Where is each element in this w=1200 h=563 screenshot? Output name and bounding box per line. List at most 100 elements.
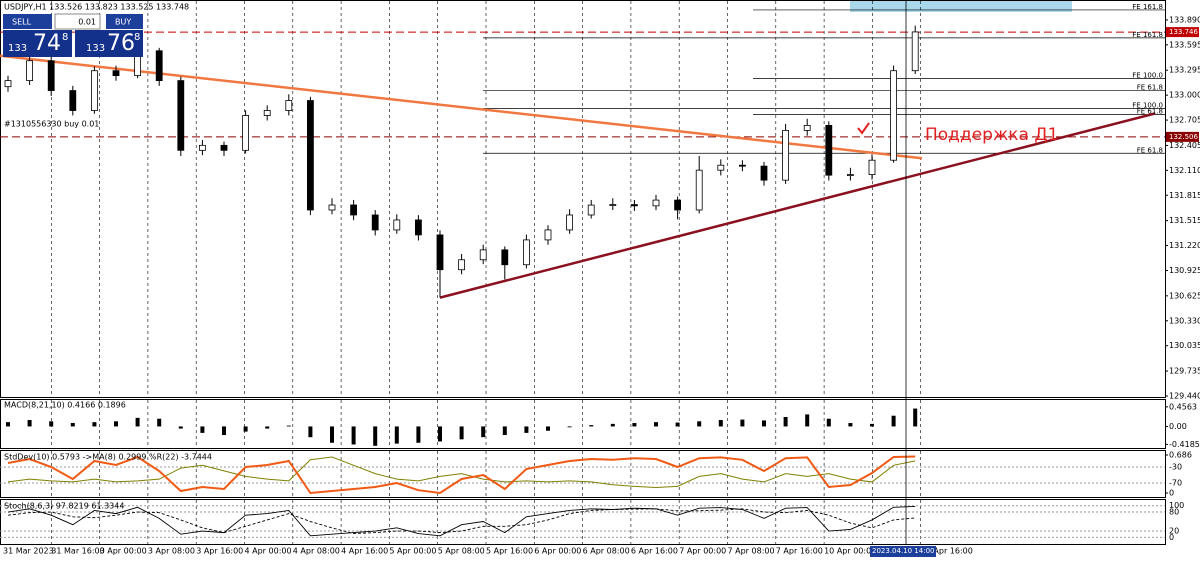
x-tick-label: 31 Mar 2023: [3, 547, 54, 556]
macd-bar: [308, 426, 313, 438]
y-tick-label: 129.440: [1169, 391, 1200, 400]
macd-bar: [675, 422, 680, 427]
y-tick-label: 131.815: [1169, 191, 1200, 200]
candle-body: [695, 169, 703, 211]
macd-bar: [373, 426, 378, 446]
ask-pips: 76: [107, 31, 135, 56]
wpr-panel: [0, 450, 1166, 498]
trendline: [0, 54, 923, 160]
y-tick-label: 130.035: [1169, 341, 1200, 350]
y-tick-label: 0: [1169, 489, 1174, 498]
macd-bar: [92, 422, 97, 427]
macd-bar: [697, 421, 702, 427]
y-tick-label: -30: [1169, 463, 1182, 472]
candle-body: [47, 60, 55, 91]
x-tick-label: 5 Apr 00:00: [389, 547, 436, 556]
y-tick-label: 133.000: [1169, 91, 1200, 100]
stddev-line: [7, 456, 916, 488]
macd-bar: [49, 421, 54, 427]
annotation: Поддержка Д1: [925, 125, 1058, 145]
macd-bar: [546, 426, 550, 431]
macd-bar: [589, 425, 594, 427]
ask-box[interactable]: [75, 30, 143, 57]
wpr-label: StdDev(10) 0.5793 ->MA(8) 0.2999 %R(22) …: [4, 453, 212, 462]
macd-bar: [524, 426, 529, 433]
macd-bar: [27, 420, 32, 427]
candle-body: [890, 70, 897, 161]
macd-bar: [459, 426, 464, 440]
check-mark: [857, 122, 870, 135]
candle-body: [112, 70, 120, 77]
ask-big: 133: [86, 43, 105, 54]
y-tick-label: 0.4563: [1169, 402, 1197, 411]
macd-bar: [243, 426, 248, 432]
macd-bar: [6, 422, 10, 427]
macd-bar: [157, 418, 162, 427]
macd-bar: [438, 426, 442, 442]
candle-body: [306, 100, 314, 211]
x-tick-label: 7 Apr 16:00: [776, 547, 823, 556]
candle-body: [847, 174, 854, 176]
macd-bar: [394, 426, 399, 444]
y-tick-label: 130.330: [1169, 316, 1200, 325]
target-zone: [850, 1, 1072, 12]
y-tick-label: -70: [1169, 479, 1182, 488]
cursor-label: 2023.04.10 14:00: [872, 547, 934, 555]
fib-label: FE 100.0: [1132, 101, 1163, 109]
lot-input[interactable]: [54, 13, 101, 30]
bid-frac: 8: [62, 32, 68, 43]
candle-body: [328, 204, 336, 211]
x-tick-label: 6 Apr 16:00: [631, 547, 678, 556]
stoch-signal: [7, 508, 916, 535]
candle-body: [609, 204, 617, 206]
candle-body: [782, 129, 789, 181]
macd-bar: [330, 426, 334, 443]
y-tick-label: 133.595: [1169, 40, 1200, 49]
candle-body: [263, 110, 271, 116]
macd-bar: [114, 421, 118, 427]
macd-bar: [718, 420, 723, 427]
candle-body: [868, 159, 876, 175]
fib-label: FE 61.8: [1137, 84, 1163, 92]
macd-bar: [654, 422, 658, 427]
x-tick-label: 3 Apr 00:00: [100, 547, 147, 556]
y-tick-label: 20: [1169, 527, 1179, 536]
candle-body: [242, 115, 250, 151]
candle-body: [652, 199, 660, 207]
macd-bar: [265, 426, 270, 429]
candle-body: [26, 60, 34, 82]
candle-body: [4, 80, 12, 88]
macd-bar: [826, 418, 831, 427]
buy-button[interactable]: [106, 14, 143, 29]
wpr-line: [7, 455, 916, 495]
fib-label: FE 161.8: [1132, 31, 1163, 39]
macd-bar: [222, 426, 226, 436]
x-tick-label: 4 Apr 16:00: [341, 547, 388, 556]
y-tick-label: -0.4185: [1169, 440, 1200, 449]
y-tick-label: 131.220: [1169, 241, 1200, 250]
trade-panel: SELL 0.01 BUY 133 74 8 133 76 8: [3, 13, 143, 57]
macd-bar: [567, 426, 572, 428]
ask-frac: 8: [134, 32, 140, 43]
candle-body: [458, 259, 466, 271]
sell-button[interactable]: [3, 14, 52, 29]
candle-body: [69, 90, 77, 111]
macd-bar: [632, 423, 637, 427]
candle-body: [717, 164, 725, 171]
candle-body: [501, 249, 509, 266]
macd-bar: [783, 417, 788, 427]
sell-label: SELL: [12, 18, 32, 27]
x-tick-label: 7 Apr 08:00: [728, 547, 775, 556]
y-tick-label: 132.705: [1169, 116, 1200, 125]
bid-box[interactable]: [3, 30, 72, 57]
macd-bar: [286, 425, 291, 427]
candle-body: [911, 31, 919, 72]
candle-body: [414, 219, 422, 236]
bid-pips: 74: [33, 31, 61, 56]
bid-big: 133: [8, 43, 27, 54]
candle-body: [198, 144, 206, 151]
price-tag-label: 132.506: [1169, 133, 1198, 141]
candle-body: [674, 199, 681, 211]
macd-bar: [610, 423, 615, 427]
fib-label: FE 61.8: [1137, 107, 1163, 115]
